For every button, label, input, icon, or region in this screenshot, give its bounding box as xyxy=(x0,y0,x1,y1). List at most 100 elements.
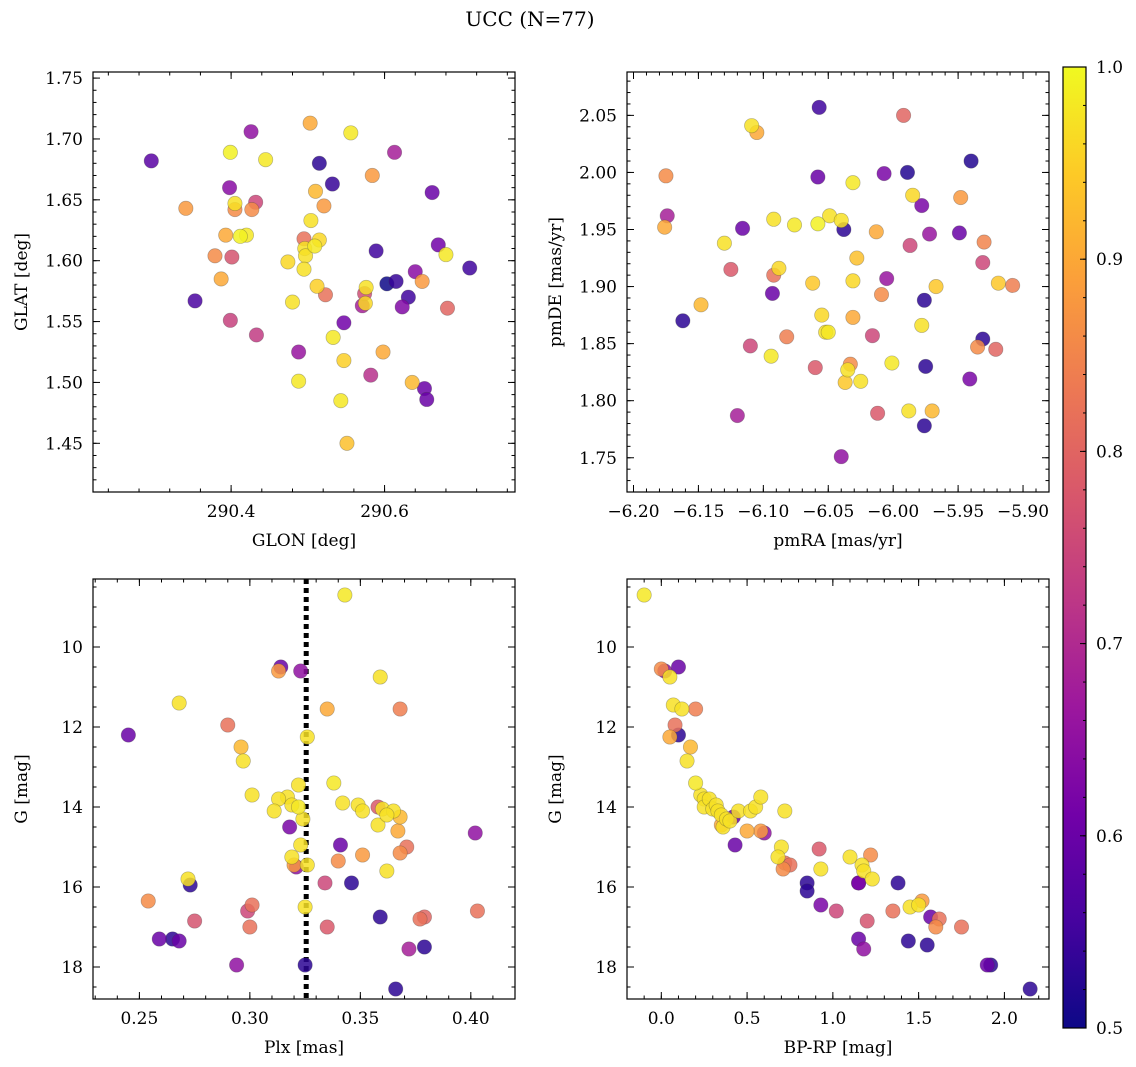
scatter-point xyxy=(326,775,342,791)
colorbar: 0.5 0.6 0.7 0.8 0.9 1.0 xyxy=(1062,58,1123,1039)
y-tick-label: 1.95 xyxy=(579,221,617,241)
scatter-point xyxy=(764,285,780,301)
scatter-point xyxy=(220,717,236,733)
scatter-point xyxy=(392,845,408,861)
scatter-point xyxy=(354,803,371,819)
scatter-point xyxy=(266,803,282,819)
scatter-point xyxy=(716,235,732,251)
y-tick-label: 14 xyxy=(595,798,617,818)
scatter-point xyxy=(864,871,880,887)
scatter-point xyxy=(282,819,298,835)
x-tick-label: −5.90 xyxy=(997,502,1049,522)
scatter-point xyxy=(963,153,979,169)
x-tick-label: 0.30 xyxy=(231,1009,269,1029)
scatter-point xyxy=(988,341,1004,357)
scatter-point xyxy=(766,211,782,227)
scatter-point xyxy=(311,155,327,171)
scatter-point xyxy=(143,153,159,169)
scatter-point xyxy=(343,125,359,141)
scatter-point xyxy=(884,355,900,371)
data-points xyxy=(120,579,485,999)
scatter-point xyxy=(358,279,374,296)
scatter-point xyxy=(900,933,916,949)
scatter-point xyxy=(379,863,395,879)
y-tick-label: 18 xyxy=(595,958,617,978)
scatter-point xyxy=(777,803,793,819)
scatter-point xyxy=(187,913,203,929)
scatter-point xyxy=(771,260,787,276)
scatter-point xyxy=(370,817,386,833)
figure-title: UCC (N=77) xyxy=(465,7,594,31)
scatter-point xyxy=(845,175,861,191)
scatter-point xyxy=(187,293,203,309)
scatter-point xyxy=(178,200,194,216)
scatter-point xyxy=(833,212,849,228)
scatter-point xyxy=(870,405,886,421)
scatter-point xyxy=(837,374,853,390)
scatter-point xyxy=(770,849,786,865)
scatter-point xyxy=(309,278,325,294)
y-tick-label: 2.00 xyxy=(579,163,617,183)
scatter-point xyxy=(753,823,769,839)
x-tick-label: −6.20 xyxy=(607,502,659,522)
scatter-point xyxy=(244,787,260,803)
x-tick-label: 0.0 xyxy=(648,1009,675,1029)
scatter-point xyxy=(863,847,879,863)
scatter-point xyxy=(814,307,830,323)
scatter-point xyxy=(918,358,934,375)
scatter-point xyxy=(779,329,795,345)
scatter-point xyxy=(810,169,826,185)
scatter-point xyxy=(879,271,895,287)
axis-ticks xyxy=(627,579,1049,999)
scatter-point xyxy=(849,250,865,266)
scatter-point xyxy=(388,981,404,997)
scatter-point xyxy=(840,362,856,378)
scatter-point xyxy=(820,324,836,340)
scatter-point xyxy=(258,152,274,168)
scatter-point xyxy=(280,254,296,270)
scatter-point xyxy=(876,166,892,182)
y-tick-label: 14 xyxy=(61,798,83,818)
scatter-point xyxy=(233,739,249,755)
scatter-point xyxy=(799,883,815,899)
y-axis-label: pmDE [mas/yr] xyxy=(546,217,566,347)
scatter-point xyxy=(302,115,318,131)
scatter-point xyxy=(307,238,323,254)
plot-frame xyxy=(92,71,516,493)
plot-frame xyxy=(626,71,1050,493)
y-tick-label: 1.55 xyxy=(45,313,83,333)
scatter-point xyxy=(357,295,373,311)
scatter-point xyxy=(928,279,944,295)
y-axis-label: G [mag] xyxy=(546,754,566,823)
scatter-point xyxy=(244,202,260,218)
scatter-point xyxy=(222,180,238,196)
scatter-point xyxy=(693,297,709,313)
y-tick-label: 10 xyxy=(61,638,83,658)
colorbar-gradient xyxy=(1062,66,1087,1029)
data-points xyxy=(636,587,1038,997)
axis-ticks xyxy=(627,72,1050,493)
scatter-point xyxy=(293,663,309,679)
axis-ticks xyxy=(93,72,515,493)
pmra-pmde-scatter-panel: −6.20 −6.15 −6.10 −6.05 −6.00 −5.95 −5.90 1.75 1… xyxy=(546,71,1050,551)
scatter-point xyxy=(916,292,932,308)
scatter-point xyxy=(811,841,827,857)
scatter-point xyxy=(902,237,918,254)
scatter-point xyxy=(899,164,916,180)
scatter-point xyxy=(682,739,699,755)
scatter-point xyxy=(284,294,301,310)
scatter-point xyxy=(744,118,760,134)
scatter-point xyxy=(151,931,167,947)
scatter-point xyxy=(243,124,259,140)
scatter-point xyxy=(364,167,380,184)
scatter-point xyxy=(180,871,196,887)
y-tick-label: 1.75 xyxy=(579,449,617,469)
scatter-point xyxy=(813,861,829,877)
scatter-point xyxy=(171,695,187,711)
scatter-point xyxy=(284,849,300,865)
scatter-point xyxy=(224,249,240,265)
scatter-point xyxy=(416,939,432,955)
scatter-point xyxy=(786,217,803,233)
scatter-point xyxy=(811,99,827,115)
scatter-point xyxy=(296,261,312,277)
